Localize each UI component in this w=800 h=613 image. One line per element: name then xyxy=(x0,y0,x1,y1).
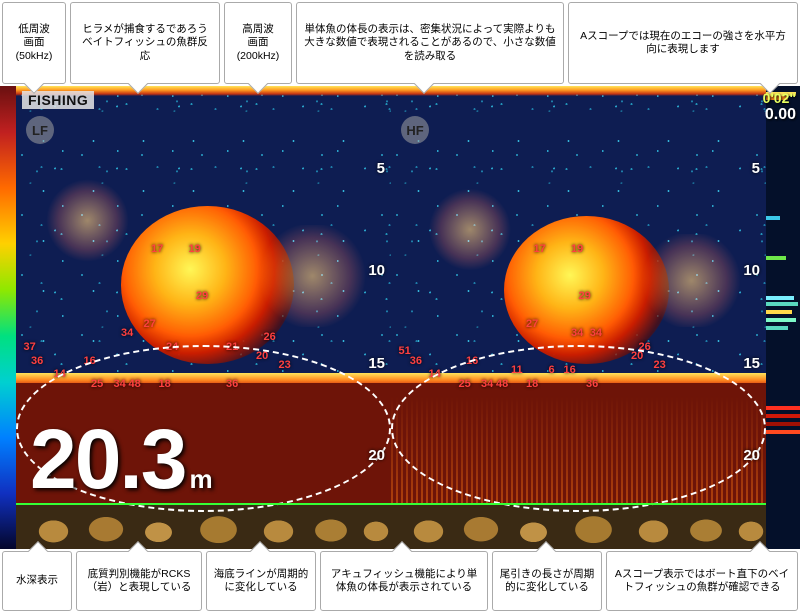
scale-mark: 15 xyxy=(743,355,760,372)
fish-length: 27 xyxy=(144,318,156,330)
ascope-band xyxy=(766,318,796,322)
scatter xyxy=(46,179,129,262)
ascope-band xyxy=(766,216,780,220)
fish-length: 34 xyxy=(590,327,602,339)
fish-length: 36 xyxy=(410,355,422,367)
scatter xyxy=(256,225,369,327)
fish-length: 34 xyxy=(121,327,133,339)
hf-pane[interactable]: HF 17 19 29 27 34 34 26 20 23 51 36 16 1… xyxy=(391,86,766,549)
fish-length: 29 xyxy=(196,290,208,302)
anno-lf: 低周波 画面 (50kHz) xyxy=(2,2,66,84)
annotations-top: 低周波 画面 (50kHz) ヒラメが捕食するであろうベイトフィッシュの魚群反応… xyxy=(0,0,800,86)
anno-text: 水深表示 xyxy=(16,574,58,587)
anno-bottomline: 海底ラインが周期的に変化している xyxy=(206,551,316,611)
scatter xyxy=(639,234,744,327)
sonar-display: FISHING LF 17 19 29 27 34 24 21 26 20 23… xyxy=(0,86,800,549)
scatter xyxy=(429,188,512,271)
fish-length: 27 xyxy=(526,318,538,330)
fish-length: 26 xyxy=(264,331,276,343)
ascope-band xyxy=(766,406,800,410)
anno-bait: ヒラメが捕食するであろうベイトフィッシュの魚群反応 xyxy=(70,2,220,84)
lf-badge: LF xyxy=(26,116,54,144)
color-scale-bar xyxy=(0,86,16,549)
scale-mark: 10 xyxy=(368,262,385,279)
scale-mark: 15 xyxy=(368,355,385,372)
depth-value: 20.3 xyxy=(30,412,186,506)
anno-text: Aスコープ表示ではボート直下のベイトフィッシュの魚群が確認できる xyxy=(613,568,791,594)
hf-badge: HF xyxy=(401,116,429,144)
anno-rcks: 底質判別機能がRCKS（岩）と表現している xyxy=(76,551,202,611)
surface-line xyxy=(391,86,766,96)
fish-length: 17 xyxy=(151,243,163,255)
anno-hf: 高周波 画面 (200kHz) xyxy=(224,2,292,84)
ascope-band xyxy=(766,430,800,434)
depth-readout: 20.3m xyxy=(30,417,211,501)
scale-mark: 5 xyxy=(752,160,760,177)
depth-unit: m xyxy=(190,464,211,494)
anno-text: ヒラメが捕食するであろうベイトフィッシュの魚群反応 xyxy=(77,23,213,62)
anno-text: Aスコープでは現在のエコーの強さを水平方向に表現します xyxy=(575,30,791,56)
anno-text: 底質判別機能がRCKS（岩）と表現している xyxy=(83,568,195,594)
ascope-band xyxy=(766,414,800,418)
lf-pane[interactable]: FISHING LF 17 19 29 27 34 24 21 26 20 23… xyxy=(16,86,391,549)
fish-length: 19 xyxy=(189,243,201,255)
anno-depth: 水深表示 xyxy=(2,551,72,611)
fish-length: 29 xyxy=(579,290,591,302)
value: 0.00 xyxy=(763,106,796,124)
anno-accufish: アキュフィッシュ機能により単体魚の体長が表示されている xyxy=(320,551,488,611)
anno-text: 単体魚の体長の表示は、密集状況によって実際よりも大きな数値で表現されることがある… xyxy=(303,23,557,62)
highlight-ellipse xyxy=(391,345,766,512)
green-line xyxy=(391,503,766,505)
anno-ascope2: Aスコープ表示ではボート直下のベイトフィッシュの魚群が確認できる xyxy=(606,551,798,611)
anno-text: 海底ラインが周期的に変化している xyxy=(213,568,309,594)
ascope-band xyxy=(766,296,794,300)
anno-text: 高周波 画面 (200kHz) xyxy=(237,23,280,62)
scale-mark: 5 xyxy=(377,160,385,177)
fish-length: 37 xyxy=(24,341,36,353)
scale-mark: 20 xyxy=(743,447,760,464)
anno-text: アキュフィッシュ機能により単体魚の体長が表示されている xyxy=(327,568,481,594)
a-scope: 0'02" 0.00 xyxy=(766,86,800,549)
ascope-band xyxy=(766,326,788,330)
ascope-band xyxy=(766,310,792,314)
annotations-bottom: 水深表示 底質判別機能がRCKS（岩）と表現している 海底ラインが周期的に変化し… xyxy=(0,549,800,613)
ascope-band xyxy=(766,422,800,426)
fish-length: 34 xyxy=(571,327,583,339)
anno-text: 尾引きの長さが周期的に変化している xyxy=(499,568,595,594)
fish-length: 19 xyxy=(571,243,583,255)
anno-ascope: Aスコープでは現在のエコーの強さを水平方向に表現します xyxy=(568,2,798,84)
mode-badge: FISHING xyxy=(22,92,94,110)
fish-length: 36 xyxy=(31,355,43,367)
anno-fishsize: 単体魚の体長の表示は、密集状況によって実際よりも大きな数値で表現されることがある… xyxy=(296,2,564,84)
scale-mark: 20 xyxy=(368,447,385,464)
ascope-band xyxy=(766,302,798,306)
topright-readout: 0'02" 0.00 xyxy=(763,90,796,124)
anno-text: 低周波 画面 (50kHz) xyxy=(16,23,53,62)
anno-tails: 尾引きの長さが周期的に変化している xyxy=(492,551,602,611)
fish-length: 17 xyxy=(534,243,546,255)
ascope-band xyxy=(766,256,786,260)
scale-mark: 10 xyxy=(743,262,760,279)
